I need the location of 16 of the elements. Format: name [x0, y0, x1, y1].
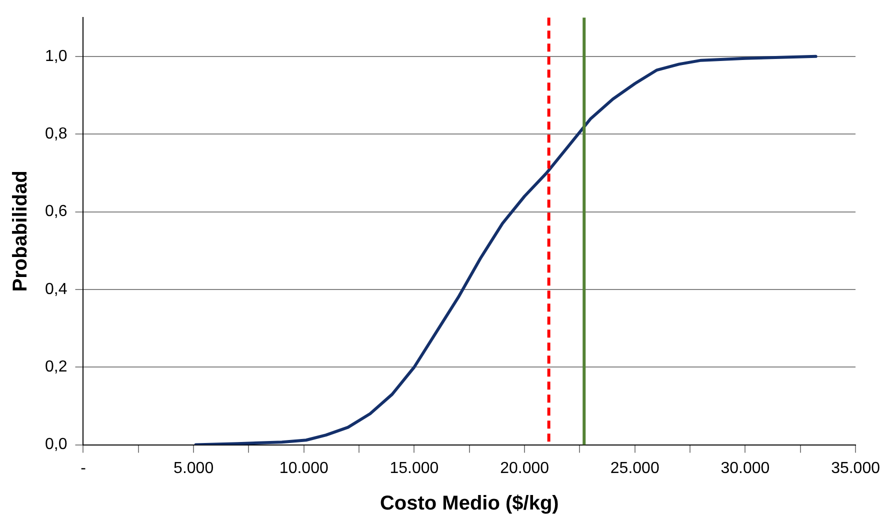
- x-tick-label: 20.000: [500, 460, 550, 477]
- y-axis-title: Probabilidad: [10, 170, 32, 292]
- x-tick-label: 30.000: [720, 460, 770, 477]
- x-tick-label: 25.000: [610, 460, 660, 477]
- x-tick-label: -: [80, 460, 86, 477]
- y-tick-label: 0,4: [44, 280, 68, 298]
- x-axis-title: Costo Medio ($/kg): [380, 492, 559, 515]
- y-tick-label: 0,0: [44, 436, 68, 454]
- x-tick-label: 10.000: [279, 460, 328, 477]
- x-tick-label: 35.000: [831, 460, 880, 477]
- y-tick-label: 0,2: [44, 358, 68, 376]
- x-tick-label: 15.000: [390, 460, 439, 477]
- y-tick-label: 0,6: [44, 203, 68, 220]
- y-tick-label: 0,8: [44, 126, 68, 143]
- x-tick-label: 5.000: [174, 460, 214, 477]
- y-tick-label: 1,0: [44, 48, 68, 65]
